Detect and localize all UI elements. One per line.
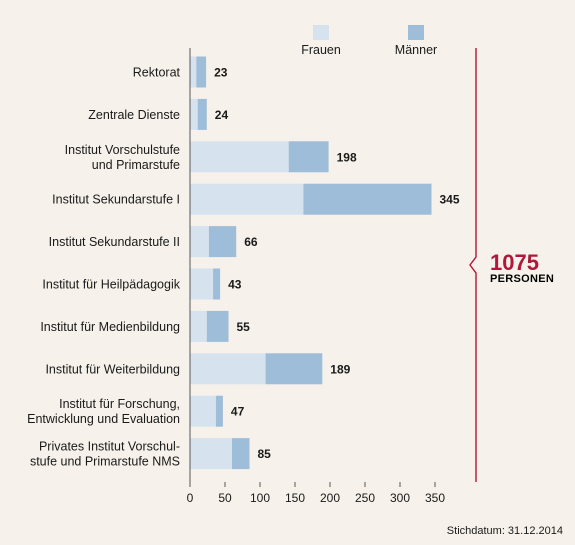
bar-segment-maenner: [265, 353, 323, 385]
x-tick-label: 100: [250, 491, 270, 505]
bar-total-label: 55: [237, 320, 251, 334]
bar-segment-frauen: [190, 268, 214, 300]
value-labels: 23 24 198 345 66 43 55 189 47 85: [214, 66, 460, 462]
bar-segment-maenner: [213, 268, 221, 300]
legend-label-maenner: Männer: [395, 43, 437, 57]
total-value: 1075: [490, 250, 539, 275]
category-label: Institut Vorschulstufe und Primarstufe: [65, 143, 180, 172]
bar-segment-frauen: [190, 141, 289, 173]
bar-segment-maenner: [303, 183, 432, 215]
bar-segment-maenner: [208, 226, 237, 258]
bar-segment-frauen: [190, 395, 216, 427]
footnote-date: Stichdatum: 31.12.2014: [447, 525, 563, 537]
category-label: Institut für Medienbildung: [40, 320, 180, 334]
x-tick-label: 200: [320, 491, 340, 505]
bar-total-label: 66: [244, 235, 258, 249]
x-tick-label: 50: [218, 491, 232, 505]
legend-swatch-maenner: [408, 25, 424, 40]
legend: Frauen Männer: [301, 25, 437, 57]
bar-total-label: 189: [330, 362, 350, 376]
category-label: Institut für Weiterbildung: [45, 362, 180, 376]
bar-segment-frauen: [190, 226, 209, 258]
bar-segment-maenner: [215, 395, 223, 427]
category-label: Zentrale Dienste: [88, 108, 180, 122]
bar-segment-maenner: [288, 141, 329, 173]
bar-segment-frauen: [190, 310, 207, 342]
bar-segment-maenner: [232, 438, 250, 470]
category-label: Rektorat: [133, 66, 181, 80]
x-tick-label: 0: [187, 491, 194, 505]
total-unit-label: PERSONEN: [490, 273, 554, 285]
bar-segment-frauen: [190, 56, 197, 88]
bar-segment-frauen: [190, 438, 232, 470]
category-label: Institut Sekundarstufe II: [49, 235, 180, 249]
bar-segment-maenner: [197, 98, 207, 130]
x-tick-label: 300: [390, 491, 410, 505]
total-bracket-line: [469, 48, 477, 482]
bar-total-label: 85: [258, 447, 272, 461]
bar-segment-frauen: [190, 183, 304, 215]
category-label: Institut für Forschung, Entwicklung und E…: [27, 397, 180, 426]
total-bracket: 1075 PERSONEN: [469, 48, 554, 482]
legend-label-frauen: Frauen: [301, 43, 341, 57]
bar-segment-frauen: [190, 98, 198, 130]
x-tick-label: 150: [285, 491, 305, 505]
category-labels: Rektorat Zentrale Dienste Institut Vorschu…: [27, 66, 181, 469]
category-label: Privates Institut Vorschul-stufe und Pri…: [30, 440, 180, 469]
category-label: Institut Sekundarstufe I: [52, 193, 180, 207]
bar-segment-maenner: [196, 56, 207, 88]
x-tick-label: 350: [425, 491, 445, 505]
bar-segment-frauen: [190, 353, 266, 385]
bar-segment-maenner: [206, 310, 229, 342]
bar-total-label: 198: [337, 150, 357, 164]
bar-total-label: 23: [214, 66, 228, 80]
bar-total-label: 47: [231, 405, 245, 419]
bar-total-label: 43: [228, 278, 242, 292]
bar-total-label: 24: [215, 108, 229, 122]
bars-layer: [190, 56, 432, 470]
x-tick-label: 250: [355, 491, 375, 505]
bar-total-label: 345: [440, 193, 460, 207]
category-label: Institut für Heilpädagogik: [42, 278, 180, 292]
legend-swatch-frauen: [313, 25, 329, 40]
x-axis: 0 50 100 150 200 250 300 350: [187, 48, 445, 505]
